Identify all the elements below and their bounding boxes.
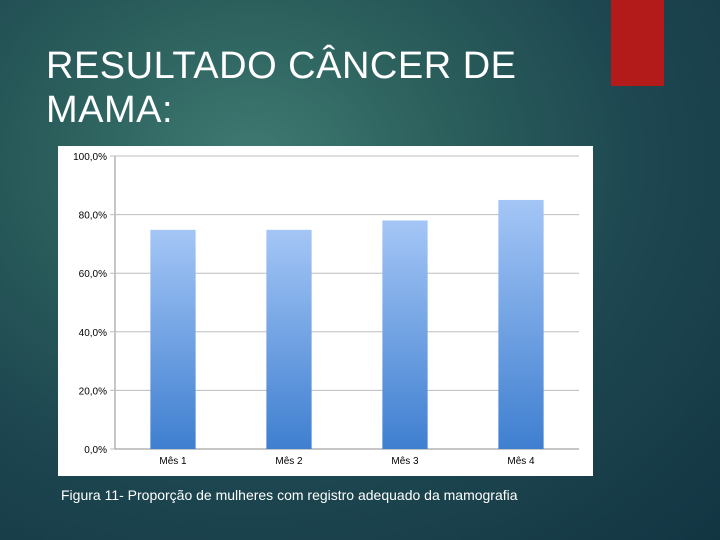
bar-1 [150, 229, 196, 449]
figure-caption: Figura 11- Proporção de mulheres com reg… [61, 487, 518, 503]
accent-bar [611, 0, 664, 86]
chart-panel: 0,0% 20,0% 40,0% 60,0% 80,0% 100,0% Mês 1 Mês 2… [58, 146, 593, 476]
title-line-2: MAMA: [46, 89, 174, 131]
x-tick-label: Mês 3 [391, 456, 419, 467]
x-tick-label: Mês 1 [159, 456, 187, 467]
x-tick-label: Mês 4 [507, 456, 535, 467]
bar-chart: 0,0% 20,0% 40,0% 60,0% 80,0% 100,0% Mês 1 Mês 2… [73, 152, 579, 467]
y-tick-label: 60,0% [79, 269, 107, 280]
y-tick-label: 20,0% [79, 386, 107, 397]
y-tick-label: 80,0% [79, 211, 107, 222]
y-tick-label: 40,0% [79, 328, 107, 339]
title-line-1: RESULTADO CÂNCER DE [46, 45, 517, 87]
y-tick-label: 0,0% [84, 445, 107, 456]
bar-4 [498, 199, 544, 449]
bar-3 [382, 220, 428, 449]
y-tick-label: 100,0% [73, 152, 107, 163]
bar-2 [266, 229, 312, 449]
slide-title: RESULTADO CÂNCER DE MAMA: [46, 44, 586, 132]
x-tick-label: Mês 2 [275, 456, 303, 467]
